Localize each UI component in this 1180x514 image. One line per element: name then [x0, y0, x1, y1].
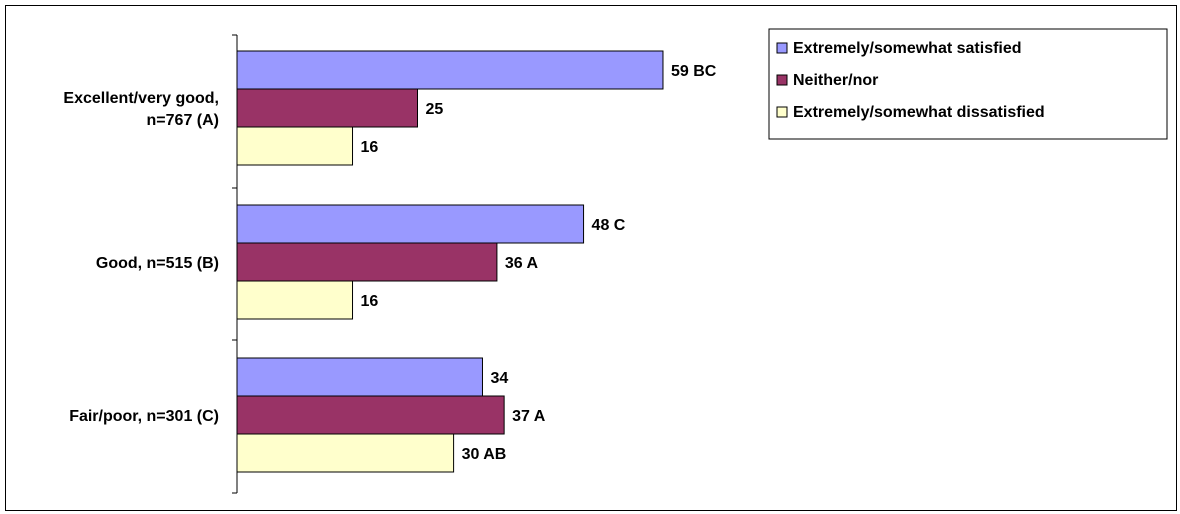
legend-label: Neither/nor — [793, 72, 878, 89]
data-label: 30 AB — [462, 446, 507, 463]
legend-swatch — [776, 106, 788, 118]
legend-swatch — [776, 74, 788, 86]
bar-1-1 — [236, 50, 664, 90]
data-label: 37 A — [512, 408, 546, 425]
data-label: 36 A — [505, 255, 539, 272]
bar-3-3 — [236, 433, 455, 473]
legend-label: Extremely/somewhat satisfied — [793, 40, 1022, 57]
data-label: 59 BC — [671, 63, 717, 80]
category-label: Excellent/very good, — [63, 90, 219, 107]
bars-layer: 59 BC 48 C 34 25 36 A 37 A 16 16 30 AB — [236, 50, 717, 473]
bar-1-2 — [236, 204, 585, 244]
legend-box — [768, 28, 1168, 140]
bar-3-1 — [236, 126, 354, 166]
category-label: n=767 (A) — [147, 112, 219, 129]
bar-2-3 — [236, 395, 505, 435]
bar-1-3 — [236, 357, 483, 397]
legend: Extremely/somewhat satisfied Neither/nor E… — [768, 28, 1168, 140]
category-label: Good, n=515 (B) — [96, 255, 219, 272]
category-labels: Excellent/very good, n=767 (A) Good, n=515… — [63, 90, 219, 425]
chart-frame: 59 BC 48 C 34 25 36 A 37 A 16 16 30 AB Excellent… — [5, 5, 1177, 511]
category-label: Fair/poor, n=301 (C) — [69, 408, 219, 425]
data-label: 16 — [361, 139, 379, 156]
legend-label: Extremely/somewhat dissatisfied — [793, 104, 1045, 121]
axis-layer — [232, 34, 238, 494]
bar-2-2 — [236, 242, 498, 282]
bar-3-2 — [236, 280, 354, 320]
legend-swatch — [776, 42, 788, 54]
data-label: 25 — [426, 101, 444, 118]
data-label: 48 C — [592, 217, 626, 234]
data-label: 34 — [490, 370, 508, 387]
bar-chart: 59 BC 48 C 34 25 36 A 37 A 16 16 30 AB Excellent… — [63, 28, 1168, 494]
bar-2-1 — [236, 88, 418, 128]
data-label: 16 — [361, 293, 379, 310]
